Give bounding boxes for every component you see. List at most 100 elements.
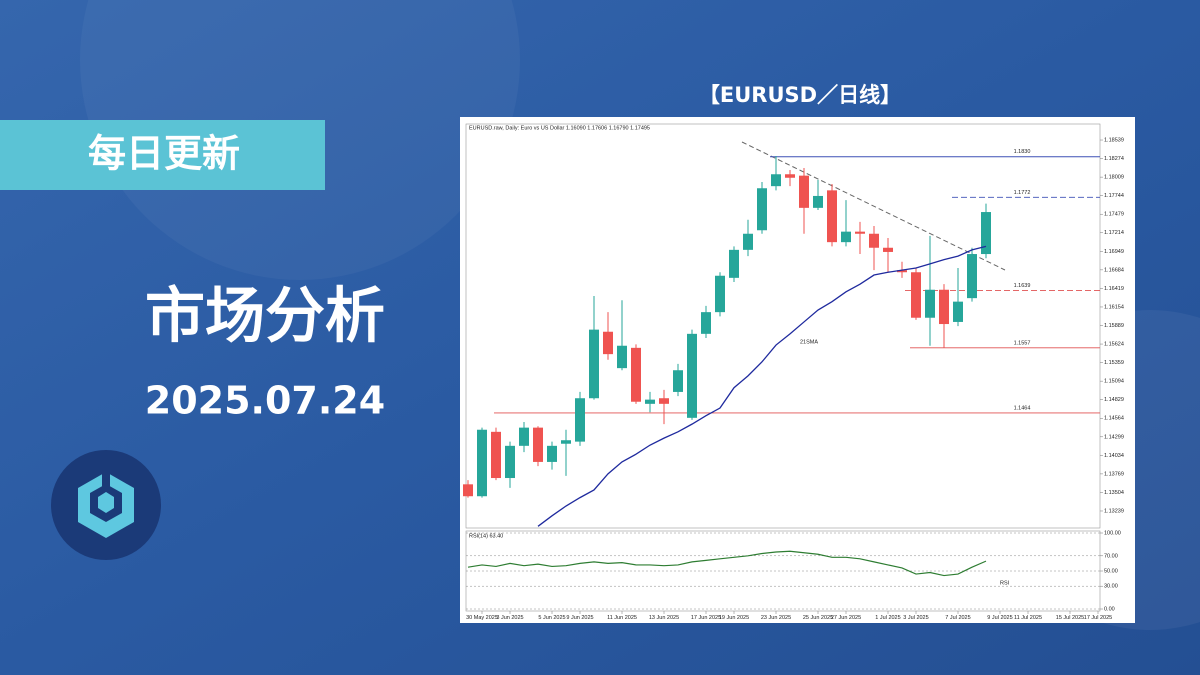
y-tick-label: 1.14564 — [1104, 416, 1124, 422]
y-tick-label: 1.14034 — [1104, 453, 1124, 459]
candle-body — [505, 445, 515, 479]
candle-body — [939, 289, 949, 325]
candle-body — [813, 195, 823, 208]
candle-body — [533, 427, 543, 462]
candle-body — [575, 398, 585, 442]
x-tick-label: 9 Jun 2025 — [566, 615, 593, 621]
candle-body — [897, 270, 907, 273]
y-tick-label: 1.15889 — [1104, 323, 1124, 329]
x-tick-label: 23 Jun 2025 — [761, 615, 791, 621]
candle-body — [519, 427, 529, 446]
candle-body — [589, 329, 599, 399]
candle-body — [477, 429, 487, 497]
level-label: 1.1557 — [1014, 340, 1031, 346]
y-tick-label: 1.16949 — [1104, 249, 1124, 255]
candle-body — [687, 333, 697, 418]
y-tick-label: 100.00 — [1104, 530, 1121, 536]
y-tick-label: 1.16419 — [1104, 286, 1124, 292]
x-tick-label: 5 Jun 2025 — [538, 615, 565, 621]
chart-card — [460, 117, 1135, 623]
level-label: 1.1830 — [1014, 149, 1031, 155]
y-tick-label: 1.18274 — [1104, 156, 1124, 162]
level-label: 1.1464 — [1014, 405, 1031, 411]
candle-body — [785, 174, 795, 178]
candle-body — [701, 312, 711, 334]
candle-body — [631, 347, 641, 402]
y-tick-label: 1.13504 — [1104, 490, 1124, 496]
x-tick-label: 30 May 2025 — [466, 615, 498, 621]
x-tick-label: 7 Jul 2025 — [945, 615, 970, 621]
x-tick-label: 11 Jun 2025 — [607, 615, 637, 621]
y-tick-label: 30.00 — [1104, 584, 1118, 590]
x-tick-label: 15 Jul 2025 — [1056, 615, 1084, 621]
tag-banner — [0, 120, 325, 190]
rsi-label: RSI — [1000, 580, 1010, 586]
candle-body — [855, 231, 865, 234]
x-tick-label: 3 Jun 2025 — [496, 615, 523, 621]
candle-body — [869, 233, 879, 248]
x-tick-label: 17 Jun 2025 — [691, 615, 721, 621]
rsi-title: RSI(14) 63.40 — [469, 533, 503, 539]
candle-body — [911, 272, 921, 318]
y-tick-label: 1.15624 — [1104, 342, 1124, 348]
candle-body — [743, 233, 753, 250]
candle-body — [827, 190, 837, 243]
trendline — [741, 141, 1006, 271]
candle-body — [771, 174, 781, 187]
candle-body — [757, 188, 767, 231]
sma-line — [537, 245, 987, 527]
candle-body — [673, 370, 683, 392]
x-tick-label: 9 Jul 2025 — [987, 615, 1012, 621]
candle-body — [981, 212, 991, 255]
y-tick-label: 1.13239 — [1104, 508, 1124, 514]
y-tick-label: 1.17214 — [1104, 230, 1124, 236]
candle-body — [617, 345, 627, 369]
candle-body — [715, 275, 725, 313]
x-tick-label: 13 Jun 2025 — [649, 615, 679, 621]
y-tick-label: 1.16154 — [1104, 304, 1124, 310]
y-tick-label: 50.00 — [1104, 568, 1118, 574]
y-tick-label: 1.17479 — [1104, 212, 1124, 218]
candle-body — [925, 289, 935, 318]
y-tick-label: 1.17744 — [1104, 193, 1124, 199]
y-tick-label: 1.18539 — [1104, 137, 1124, 143]
y-tick-label: 1.14299 — [1104, 434, 1124, 440]
candle-body — [561, 440, 571, 444]
candle-body — [967, 254, 977, 299]
y-tick-label: 1.13769 — [1104, 471, 1124, 477]
x-tick-label: 27 Jun 2025 — [831, 615, 861, 621]
y-tick-label: 0.00 — [1104, 606, 1115, 612]
x-tick-label: 1 Jul 2025 — [875, 615, 900, 621]
x-tick-label: 19 Jun 2025 — [719, 615, 749, 621]
x-tick-label: 11 Jul 2025 — [1014, 615, 1042, 621]
x-tick-label: 3 Jul 2025 — [903, 615, 928, 621]
rsi-line — [467, 550, 987, 577]
y-tick-label: 1.15094 — [1104, 379, 1124, 385]
candle-body — [603, 331, 613, 355]
y-tick-label: 1.16684 — [1104, 267, 1124, 273]
logo — [51, 450, 161, 560]
candle-body — [841, 231, 851, 243]
page-title: 市场分析 — [145, 282, 385, 352]
y-tick-label: 1.18009 — [1104, 175, 1124, 181]
candle-body — [463, 484, 473, 497]
sma-label: 21SMA — [800, 339, 818, 345]
candle-body — [799, 175, 809, 208]
candle-body — [659, 398, 669, 404]
candle-body — [883, 247, 893, 252]
tag-text: 每日更新 — [88, 132, 240, 176]
x-tick-label: 25 Jun 2025 — [803, 615, 833, 621]
level-label: 1.1639 — [1014, 283, 1031, 289]
candle-body — [645, 399, 655, 404]
candle-body — [729, 249, 739, 278]
chart-title: 【EURUSD／日线】 — [699, 83, 901, 107]
candle-body — [547, 445, 557, 462]
y-tick-label: 70.00 — [1104, 553, 1118, 559]
date: 2025.07.24 — [145, 379, 385, 423]
plot-frame — [465, 123, 1101, 529]
candle-body — [953, 301, 963, 322]
x-tick-label: 17 Jul 2025 — [1084, 615, 1112, 621]
y-tick-label: 1.14829 — [1104, 397, 1124, 403]
